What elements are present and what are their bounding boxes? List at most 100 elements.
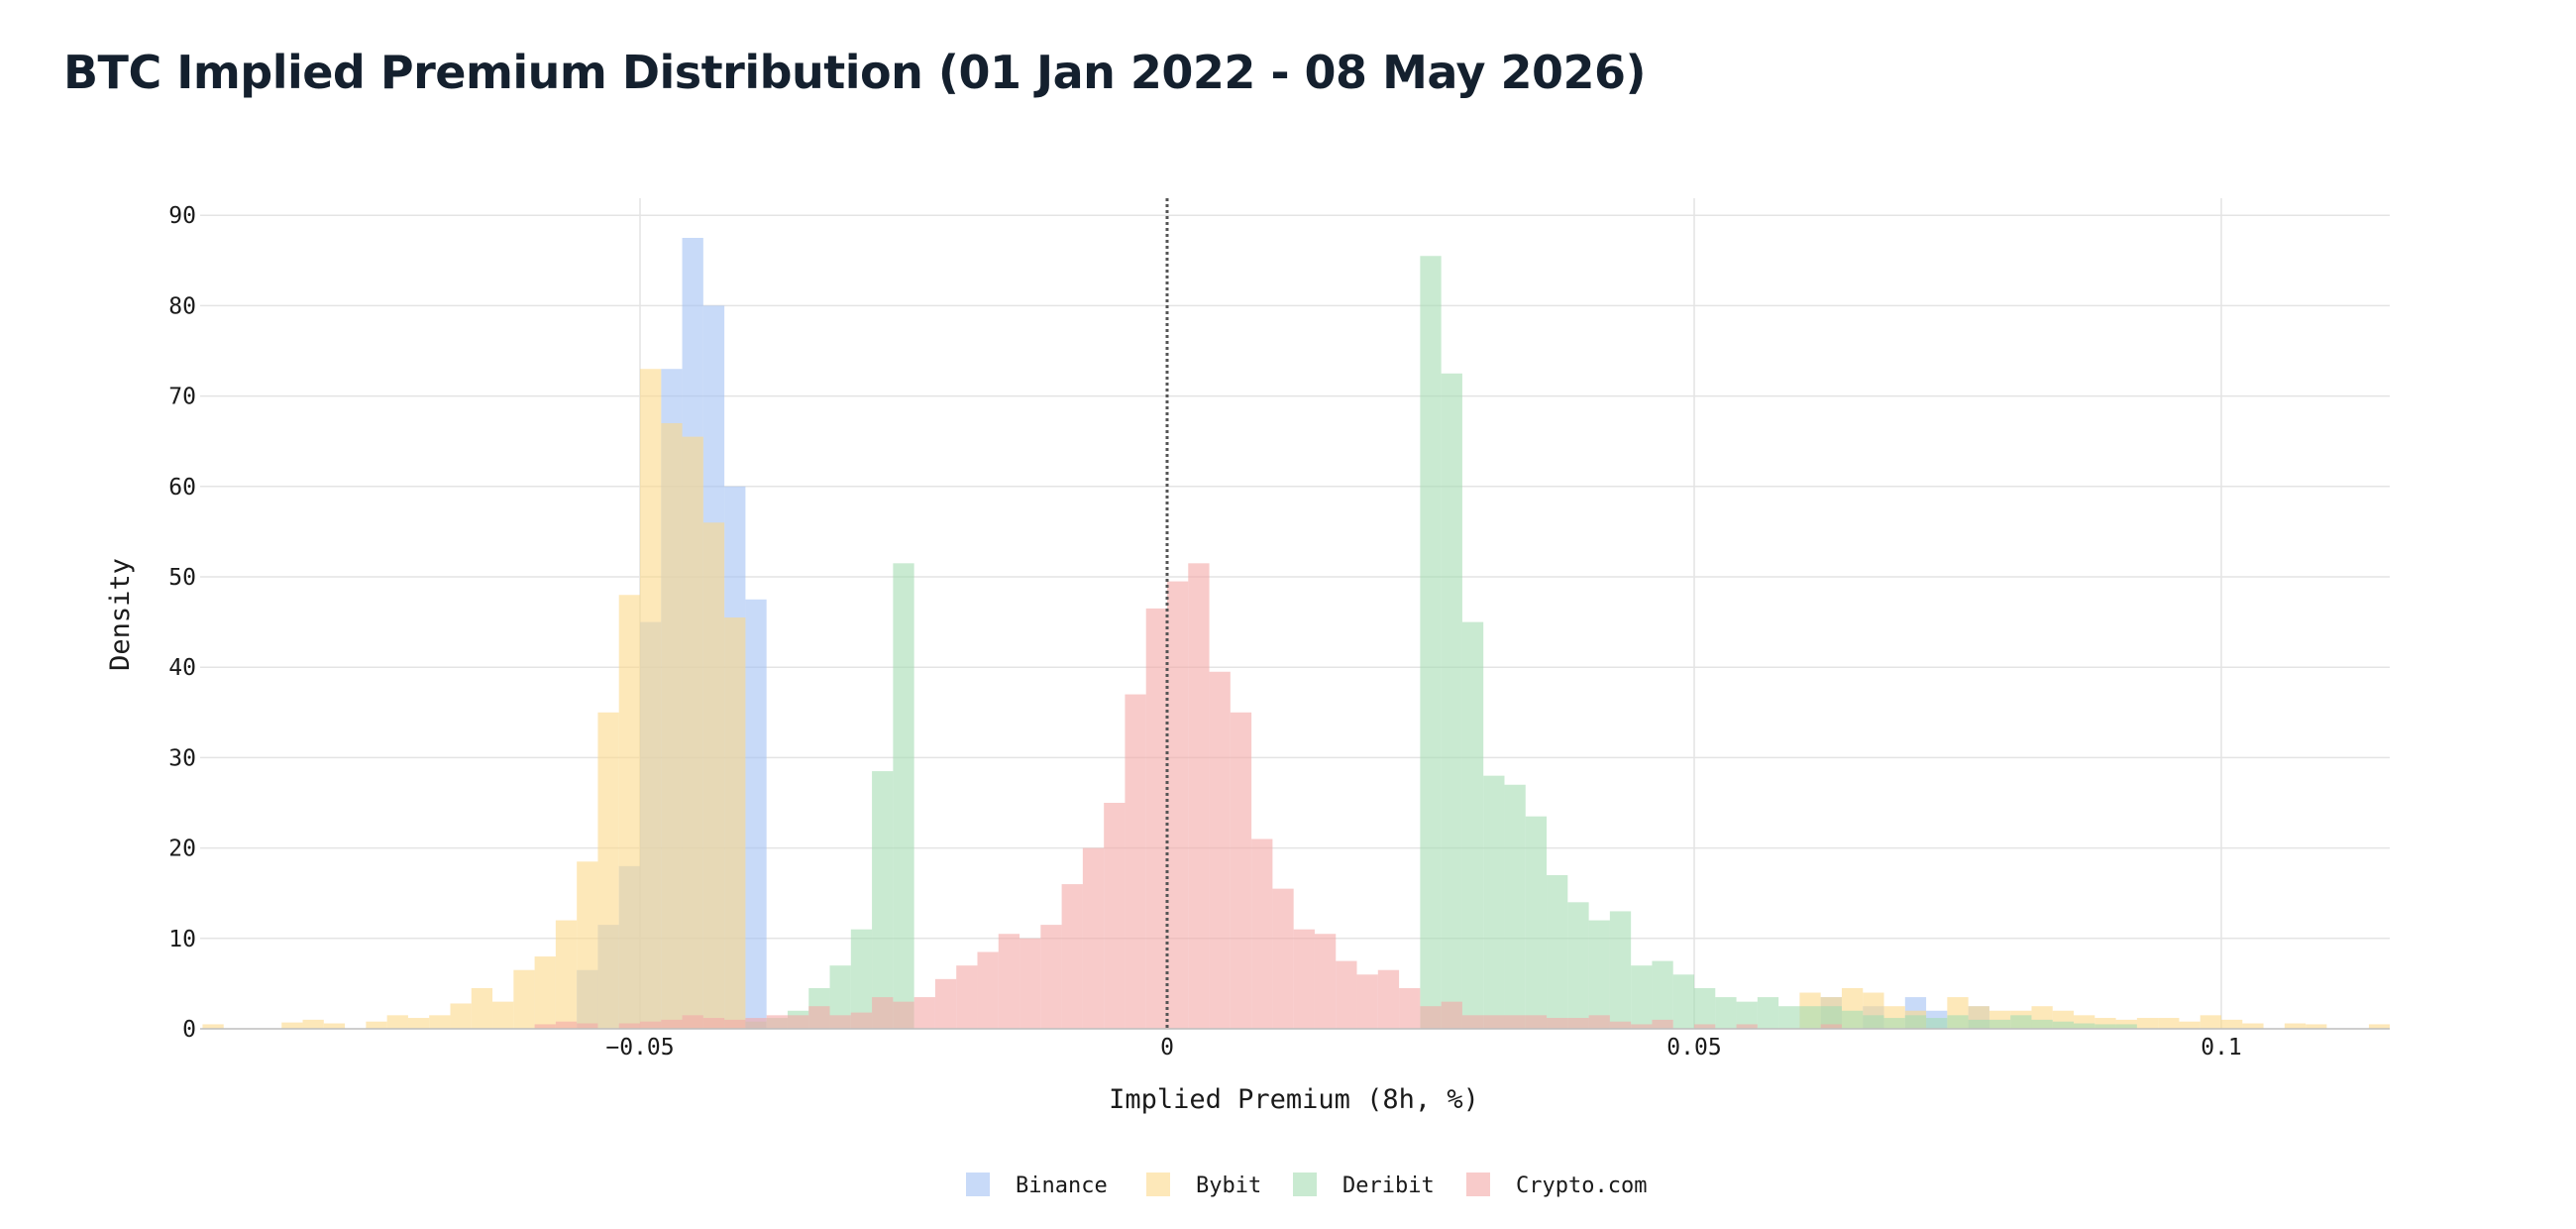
histogram-bar xyxy=(1588,920,1610,1029)
histogram-bar xyxy=(1694,987,1716,1029)
histogram-bar xyxy=(1420,1006,1442,1029)
histogram-bar xyxy=(1230,712,1252,1029)
histogram-bar xyxy=(618,595,640,1029)
histogram-bar xyxy=(1820,1006,1842,1029)
histogram-bar xyxy=(1757,997,1779,1029)
histogram-bar xyxy=(2221,1019,2243,1029)
chart-title: BTC Implied Premium Distribution (01 Jan… xyxy=(63,46,1647,99)
histogram-bar xyxy=(2094,1024,2116,1029)
histogram-bar xyxy=(492,1001,514,1029)
histogram-bar xyxy=(829,1015,851,1029)
histogram-bar xyxy=(2200,1015,2221,1029)
histogram-bar xyxy=(1567,1018,1589,1029)
histogram-bar xyxy=(2242,1023,2264,1029)
histogram-bar xyxy=(1420,256,1442,1029)
histogram-bar xyxy=(977,951,999,1029)
histogram-bar xyxy=(640,369,662,1029)
x-tick-label: −0.05 xyxy=(605,1035,674,1061)
histogram-bar xyxy=(661,1019,683,1029)
histogram-bar xyxy=(1547,874,1568,1029)
histogram-bar xyxy=(1883,1018,1905,1029)
series-bybit xyxy=(202,369,2390,1030)
histogram-bar xyxy=(2115,1024,2137,1029)
histogram-bar xyxy=(1040,925,1062,1029)
histogram-bar xyxy=(2010,1015,2032,1029)
histogram-bar xyxy=(513,969,535,1029)
histogram-bar xyxy=(1988,1019,2011,1029)
legend-item: Deribit xyxy=(1293,1173,1435,1198)
histogram-bar xyxy=(1104,803,1126,1029)
legend-swatch xyxy=(1146,1173,1170,1196)
histogram-bar xyxy=(1609,911,1632,1029)
histogram-bar xyxy=(1715,997,1737,1029)
legend-label: Bybit xyxy=(1196,1173,1261,1198)
histogram-bar xyxy=(1441,373,1462,1029)
histogram-bar xyxy=(555,1021,578,1029)
histogram-bar xyxy=(1547,1018,1568,1029)
x-tick-label: 0 xyxy=(1160,1035,1174,1061)
y-tick-label: 60 xyxy=(168,475,196,501)
histogram-bar xyxy=(1272,888,1294,1029)
histogram-bar xyxy=(618,1023,640,1029)
histogram-bar xyxy=(913,997,935,1029)
histogram-bar xyxy=(1082,847,1105,1029)
y-tick-label: 50 xyxy=(168,565,196,591)
histogram-bar xyxy=(1841,1010,1864,1029)
y-tick-label: 30 xyxy=(168,745,196,771)
histogram-bar xyxy=(1504,784,1526,1029)
histogram-bar xyxy=(1778,1006,1800,1029)
histogram-bar xyxy=(366,1021,387,1029)
histogram-bar xyxy=(1125,694,1146,1029)
histogram-bar xyxy=(407,1018,430,1029)
histogram-bar xyxy=(1461,621,1484,1029)
histogram-bar xyxy=(1525,1015,1548,1029)
histogram-bar xyxy=(2074,1023,2095,1029)
histogram-bar xyxy=(682,1015,703,1029)
histogram-bar xyxy=(850,929,873,1029)
histogram-bar xyxy=(1968,1019,1989,1029)
histogram-bar xyxy=(1863,1015,1884,1029)
x-axis-ticks: −0.05 0 0.05 0.1 xyxy=(605,1035,2241,1061)
histogram-bar xyxy=(682,436,703,1029)
histogram-bar xyxy=(1820,1024,1842,1029)
histogram-bar xyxy=(597,712,619,1029)
histogram-bar xyxy=(1061,884,1083,1029)
histogram-bar xyxy=(1483,1015,1505,1029)
histogram-bar xyxy=(1167,581,1189,1029)
y-tick-label: 80 xyxy=(168,293,196,319)
legend-label: Binance xyxy=(1016,1173,1108,1198)
legend-item: Crypto.com xyxy=(1466,1173,1647,1198)
legend-label: Deribit xyxy=(1342,1173,1435,1198)
y-axis-ticks: 0 10 20 30 40 50 60 70 80 90 xyxy=(168,203,196,1043)
histogram-bar xyxy=(2094,1018,2116,1029)
y-tick-label: 20 xyxy=(168,837,196,862)
x-axis-label: Implied Premium (8h, %) xyxy=(1109,1084,1479,1115)
histogram-bar xyxy=(724,1019,746,1029)
histogram-bar xyxy=(2368,1024,2390,1029)
histogram-bar xyxy=(1947,1015,1969,1029)
histogram-bar xyxy=(1483,775,1505,1029)
legend-swatch xyxy=(966,1173,990,1196)
histogram-bar xyxy=(1356,974,1378,1029)
histogram-bar xyxy=(893,563,914,1029)
histogram-bar xyxy=(1251,838,1273,1029)
histogram-bar xyxy=(2179,1021,2200,1029)
histogram-bar xyxy=(577,861,598,1029)
histogram-bar xyxy=(1631,1024,1653,1029)
legend-swatch xyxy=(1293,1173,1317,1196)
histogram-bar xyxy=(2158,1018,2180,1029)
histogram-bar xyxy=(956,965,978,1029)
histogram-bar xyxy=(787,1015,809,1029)
histogram-bar xyxy=(1314,934,1337,1029)
histogram-bar xyxy=(1525,816,1548,1029)
histogram-bar xyxy=(850,1012,873,1029)
histogram-bar xyxy=(1588,1015,1610,1029)
histogram-bar xyxy=(808,1006,830,1029)
histogram-bar xyxy=(872,997,894,1029)
histogram-bar xyxy=(1188,563,1210,1029)
histogram-bar xyxy=(745,599,767,1029)
legend-swatch xyxy=(1466,1173,1490,1196)
histogram-bar xyxy=(1293,929,1315,1029)
histogram-bar xyxy=(1652,1019,1673,1029)
